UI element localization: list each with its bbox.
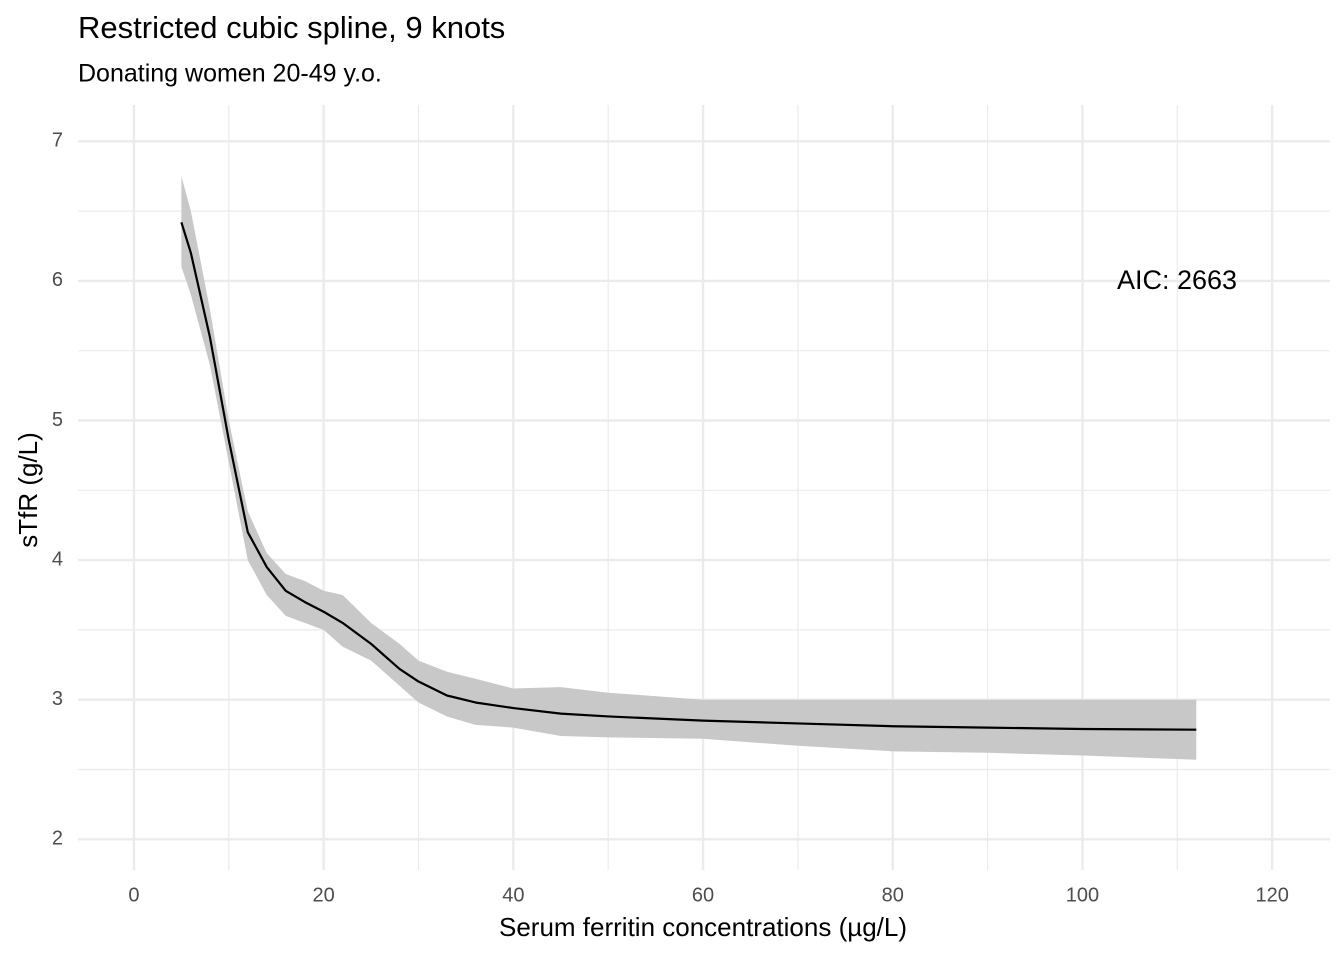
spline-line [180,221,1197,731]
x-tick-label: 60 [692,884,714,906]
y-tick-label: 7 [52,130,63,152]
x-axis-label: Serum ferritin concentrations (µg/L) [499,912,907,942]
x-tick-label: 0 [128,884,139,906]
y-axis-label: sTfR (g/L) [13,432,43,548]
annotation: AIC: 2663 [1117,265,1237,295]
y-tick-label: 5 [52,409,63,431]
x-tick-label: 40 [502,884,524,906]
chart-subtitle: Donating women 20-49 y.o. [78,60,382,88]
y-tick-label: 6 [52,269,63,291]
x-tick-label: 120 [1255,884,1288,906]
x-tick-label: 100 [1066,884,1099,906]
x-tick-label: 80 [882,884,904,906]
confidence-band [181,176,1197,760]
y-tick-label: 4 [52,548,63,570]
y-tick-label: 3 [52,688,63,710]
x-tick-label: 20 [313,884,335,906]
y-tick-label: 2 [52,828,63,850]
chart-title: Restricted cubic spline, 9 knots [78,10,505,45]
